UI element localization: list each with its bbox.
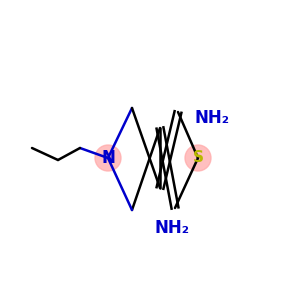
Text: NH₂: NH₂: [194, 109, 230, 127]
Circle shape: [185, 145, 211, 171]
Text: NH₂: NH₂: [154, 219, 190, 237]
Text: N: N: [101, 149, 115, 167]
Circle shape: [95, 145, 121, 171]
Text: S: S: [193, 151, 203, 166]
